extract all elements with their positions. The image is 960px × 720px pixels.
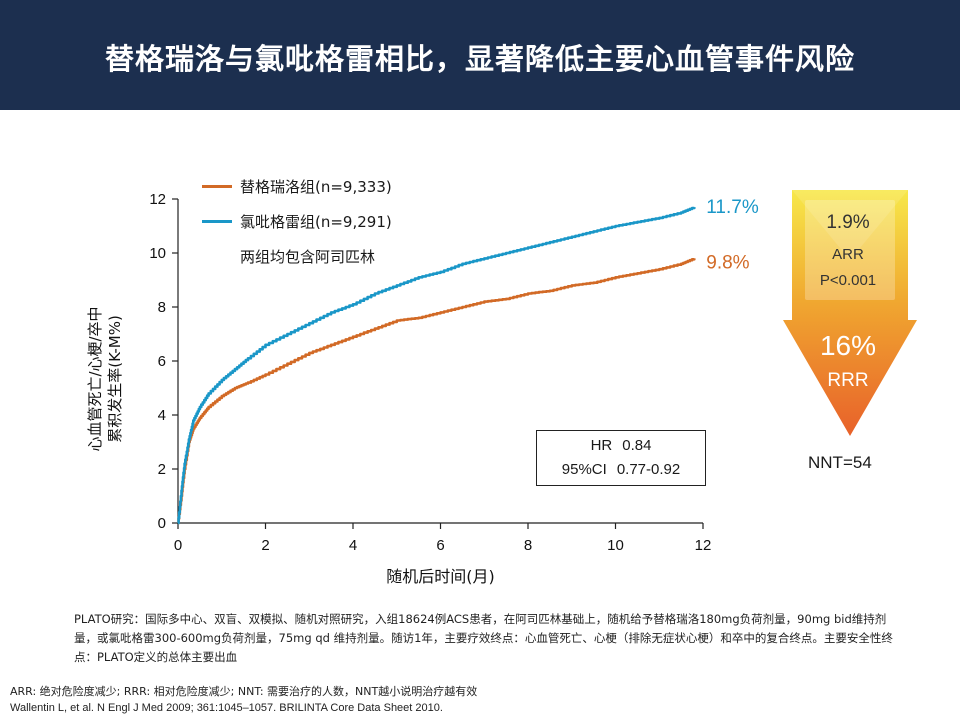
y-tick-label: 2 — [158, 461, 166, 478]
y-axis-label: 心血管死亡/心梗/卒中 累积发生率(K-M%) — [86, 306, 124, 451]
arrow-highlight — [792, 190, 908, 260]
legend-item-ticagrelor: 替格瑞洛组(n=9,333) — [202, 176, 392, 197]
legend-note: 两组均包含阿司匹林 — [240, 246, 375, 267]
y-tick-label: 0 — [158, 515, 166, 532]
hazard-ratio-box: HR 0.84 95%CI 0.77-0.92 — [536, 430, 706, 486]
series-end-label-1: 11.7% — [706, 197, 759, 218]
title-bar: 替格瑞洛与氯吡格雷相比，显著降低主要心血管事件风险 — [0, 0, 960, 110]
rrr-arrow — [783, 190, 917, 436]
arr-value: 1.9% — [826, 212, 870, 233]
nnt-label: NNT=54 — [808, 453, 872, 472]
series-line-0 — [177, 258, 696, 525]
y-tick-label: 4 — [158, 407, 166, 424]
page-title: 替格瑞洛与氯吡格雷相比，显著降低主要心血管事件风险 — [104, 42, 855, 76]
x-tick-label: 2 — [261, 537, 269, 554]
legend-item-clopidogrel: 氯吡格雷组(n=9,291) — [202, 211, 392, 232]
y-tick-label: 10 — [149, 245, 166, 262]
chart-series — [177, 206, 696, 525]
chart-axes: 0 2 4 6 8 10 12 0 2 4 6 8 10 12 随机后时间(月) 心血管死亡/心梗/卒中 累积发… — [86, 191, 711, 586]
rrr-value: 16% — [819, 330, 877, 361]
reference-footnote: Wallentin L, et al. N Engl J Med 2009; 3… — [10, 702, 443, 714]
y-tick-label: 8 — [158, 299, 166, 316]
x-tick-label: 10 — [607, 537, 624, 554]
p-value: P<0.001 — [819, 272, 877, 289]
x-tick-label: 0 — [174, 537, 182, 554]
x-axis-label: 随机后时间(月) — [386, 567, 495, 586]
x-tick-label: 4 — [349, 537, 357, 554]
ci-label: 95%CI — [561, 461, 607, 478]
study-description: PLATO研究：国际多中心、双盲、双模拟、随机对照研究，入组18624例ACS患… — [74, 612, 893, 664]
legend-label-ticagrelor: 替格瑞洛组(n=9,333) — [240, 178, 392, 196]
arrow-shape — [783, 190, 917, 436]
arr-box — [805, 200, 895, 300]
y-tick-label: 12 — [149, 191, 166, 208]
series-line-1 — [177, 206, 696, 525]
legend-label-clopidogrel: 氯吡格雷组(n=9,291) — [240, 213, 392, 231]
y-tick-label: 6 — [158, 353, 166, 370]
legend-swatch-ticagrelor — [202, 185, 232, 188]
abbreviation-footnote: ARR: 绝对危险度减少; RRR: 相对危险度减少; NNT: 需要治疗的人数… — [10, 685, 478, 698]
y-axis-label-line: 心血管死亡/心梗/卒中 — [86, 306, 104, 451]
legend-swatch-clopidogrel — [202, 220, 232, 223]
hr-value: 0.84 — [622, 437, 652, 454]
series-end-label-0: 9.8% — [706, 252, 749, 273]
x-tick-label: 6 — [436, 537, 444, 554]
x-tick-label: 8 — [524, 537, 532, 554]
legend-note-text: 两组均包含阿司匹林 — [240, 248, 376, 266]
x-tick-label: 12 — [695, 537, 712, 554]
chart-labels: 9.8% 11.7% — [706, 197, 759, 273]
ci-value: 0.77-0.92 — [616, 461, 681, 478]
y-axis-label-line: 累积发生率(K-M%) — [106, 315, 124, 443]
rrr-label: RRR — [827, 370, 869, 391]
hr-label: HR — [590, 437, 613, 454]
arr-label: ARR — [832, 246, 864, 263]
